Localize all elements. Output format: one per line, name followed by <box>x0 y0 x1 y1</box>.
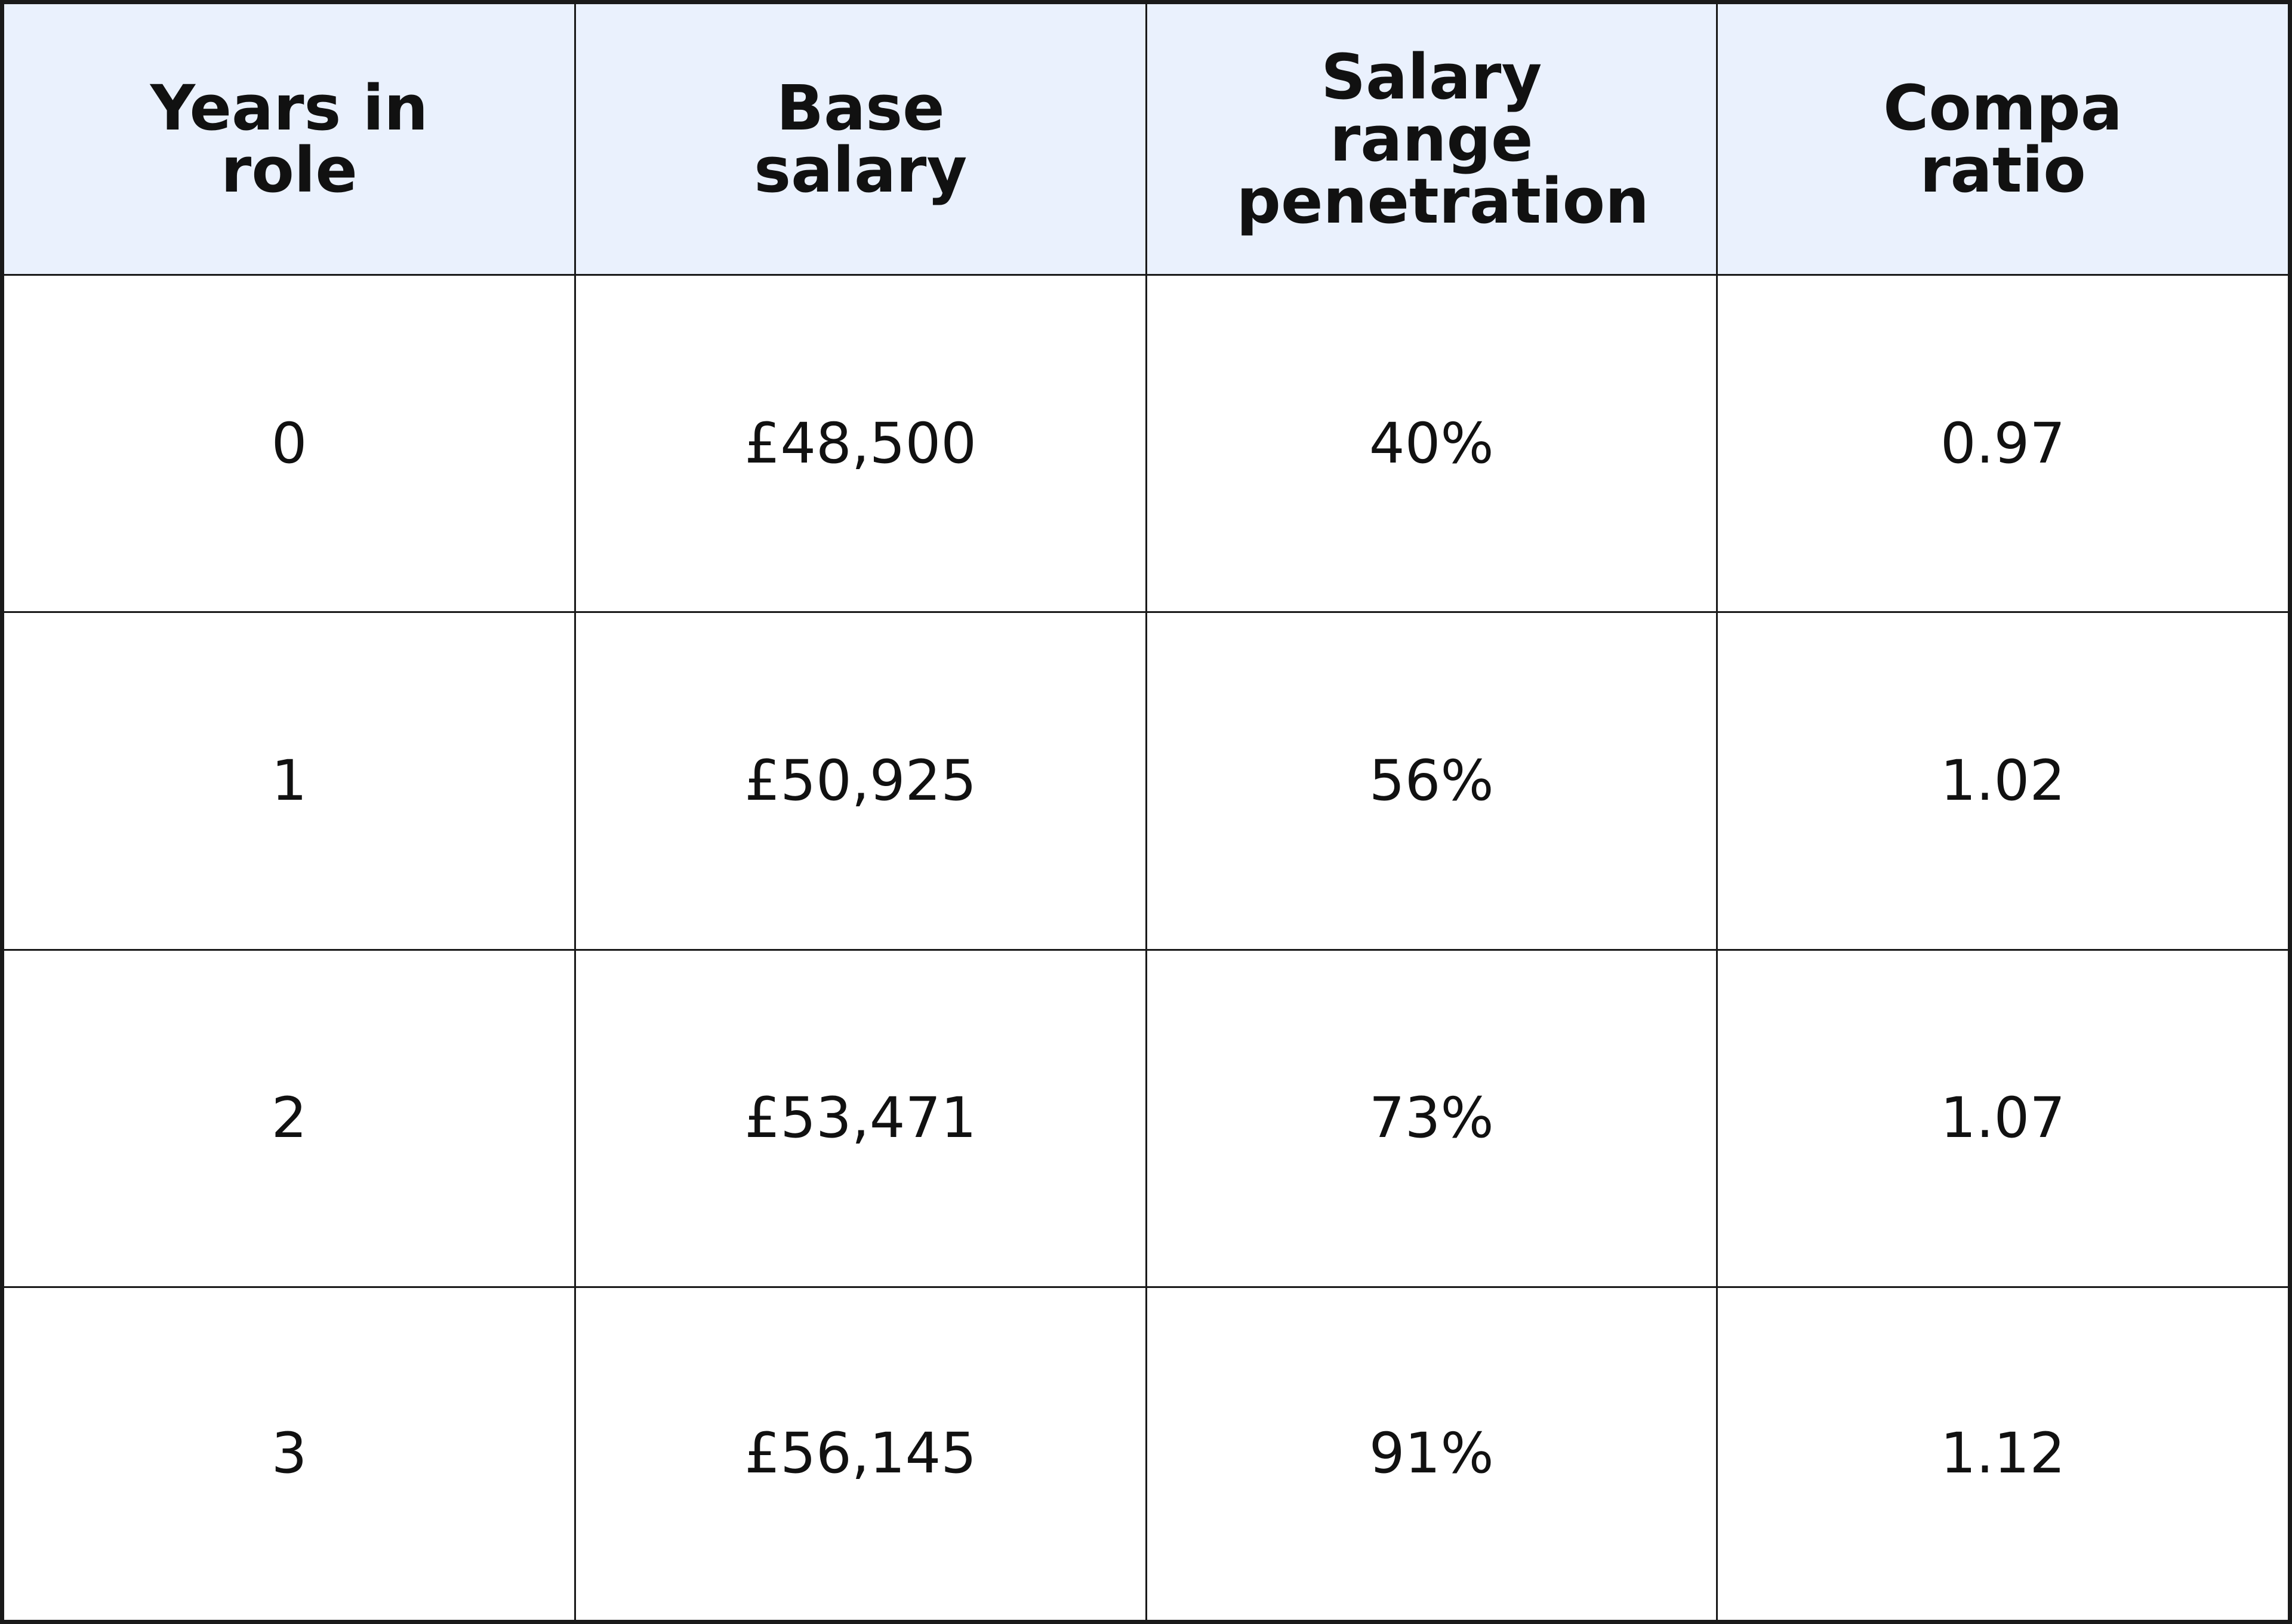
table-row: 3 £56,145 91% 1.12 <box>4 1286 2288 1620</box>
table-cell: 40% <box>1145 273 1718 614</box>
table-cell: 1 <box>4 611 576 951</box>
header-cell: Compa ratio <box>1716 4 2288 276</box>
header-cell: Years in role <box>4 4 576 276</box>
table-row: 0 £48,500 40% 0.97 <box>4 273 2288 614</box>
table-cell: 0.97 <box>1716 273 2288 614</box>
table-cell: £50,925 <box>574 611 1147 951</box>
table-cell: 1.02 <box>1716 611 2288 951</box>
table-row: 2 £53,471 73% 1.07 <box>4 948 2288 1288</box>
header-row: Years in role Base salary Salary range pen… <box>4 4 2288 276</box>
table-cell: £53,471 <box>574 948 1147 1288</box>
table-cell: 1.12 <box>1716 1286 2288 1620</box>
table-cell: 73% <box>1145 948 1718 1288</box>
salary-table: Years in role Base salary Salary range pen… <box>4 4 2288 1620</box>
table-cell: 3 <box>4 1286 576 1620</box>
table-body: 0 £48,500 40% 0.97 1 £50,925 56% 1.02 2 £53,471 73… <box>4 273 2288 1620</box>
table-cell: 1.07 <box>1716 948 2288 1288</box>
table-cell: £56,145 <box>574 1286 1147 1620</box>
table-cell: 91% <box>1145 1286 1718 1620</box>
table-cell: 2 <box>4 948 576 1288</box>
table-cell: 56% <box>1145 611 1718 951</box>
table-row: 1 £50,925 56% 1.02 <box>4 611 2288 951</box>
header-cell: Salary range penetration <box>1145 4 1718 276</box>
header-cell: Base salary <box>574 4 1147 276</box>
table-cell: 0 <box>4 273 576 614</box>
table-cell: £48,500 <box>574 273 1147 614</box>
